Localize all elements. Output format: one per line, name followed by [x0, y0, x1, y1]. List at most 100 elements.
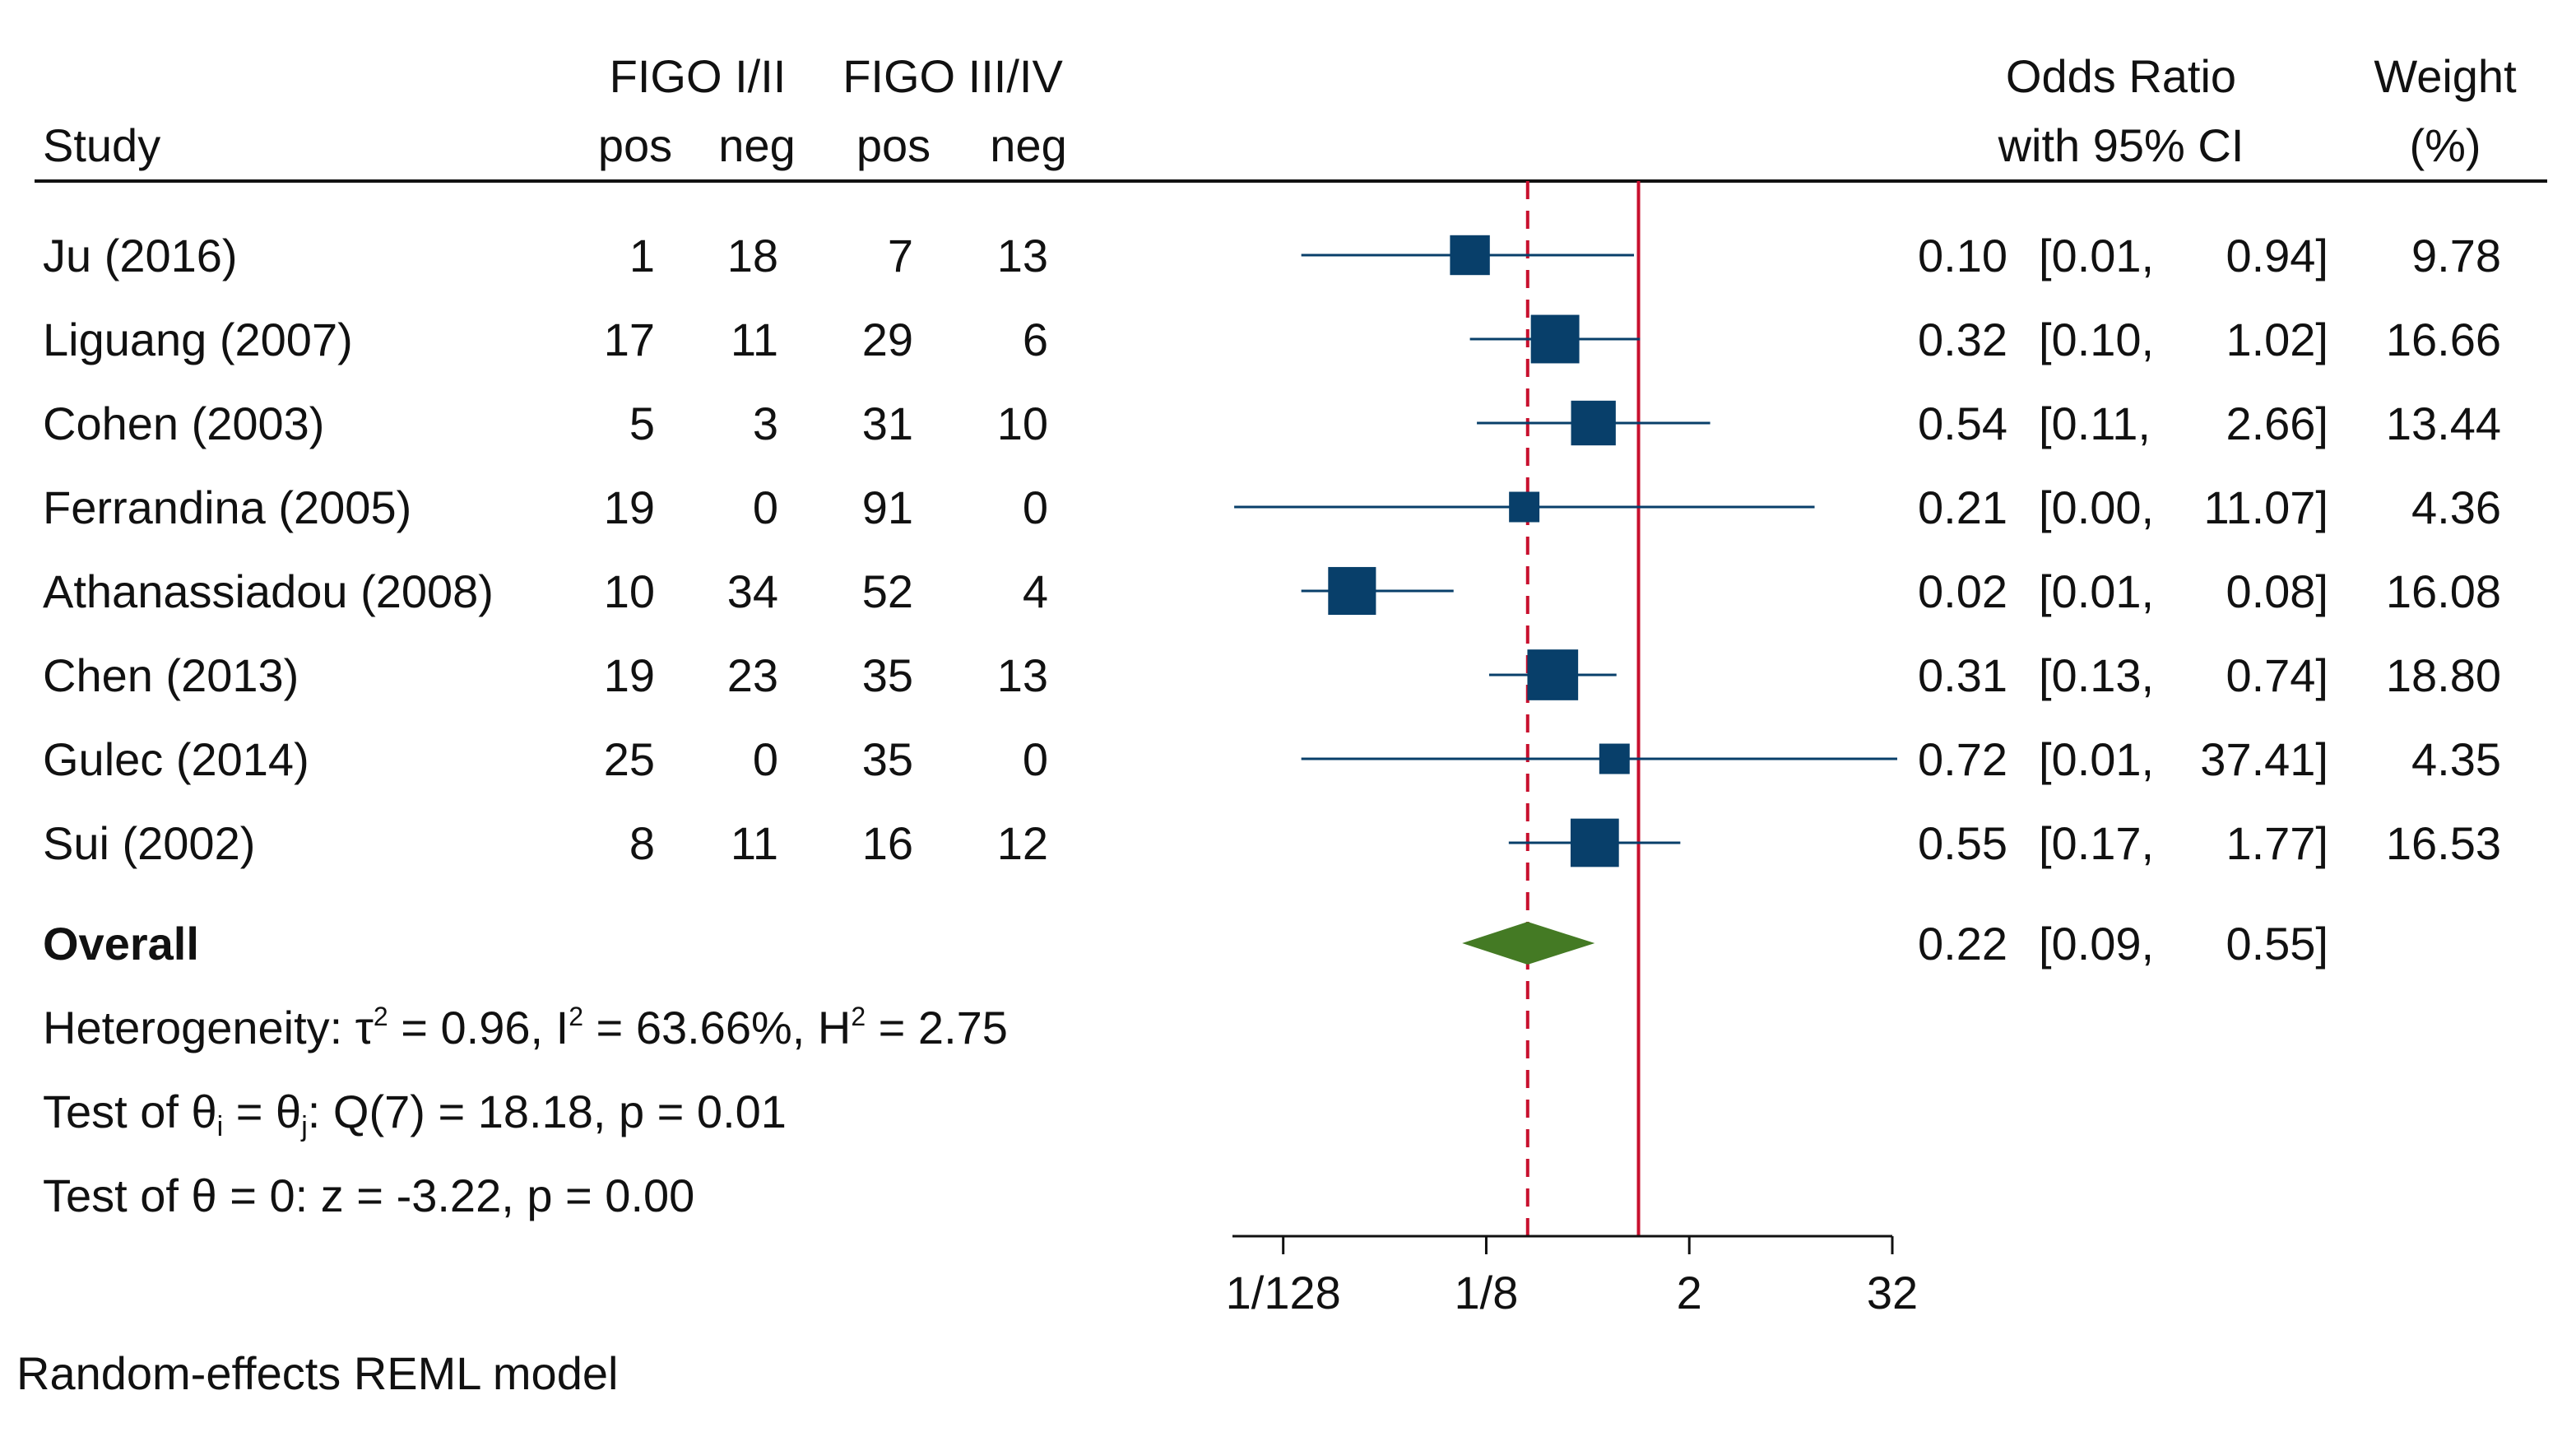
- study-weight: 9.78: [2411, 230, 2501, 281]
- x-tick-label: 32: [1867, 1267, 1918, 1318]
- or-marker: [1450, 235, 1490, 276]
- x-axis: 1/128 1/8 2 32: [1226, 1235, 1918, 1318]
- study-hi-text: 37.41]: [2200, 733, 2328, 785]
- study-name: Gulec (2014): [43, 733, 309, 785]
- study-g2-pos: 7: [888, 230, 913, 281]
- header-g2-pos: pos: [856, 119, 931, 171]
- study-g2-pos: 52: [862, 565, 913, 617]
- study-g2-pos: 31: [862, 398, 913, 449]
- study-g1-neg: 18: [727, 230, 778, 281]
- study-lo-text: [0.01,: [2039, 230, 2154, 281]
- study-g2-neg: 13: [997, 649, 1048, 701]
- study-lo-text: [0.01,: [2039, 565, 2154, 617]
- study-hi-text: 1.02]: [2226, 314, 2328, 365]
- study-g2-neg: 0: [1023, 481, 1048, 533]
- study-g2-neg: 12: [997, 817, 1048, 869]
- study-name: Cohen (2003): [43, 398, 324, 449]
- or-marker: [1599, 743, 1630, 774]
- study-g2-pos: 35: [862, 733, 913, 785]
- header-g2-neg: neg: [990, 119, 1066, 171]
- heterogeneity-text: Heterogeneity: τ2 = 0.96, I2 = 63.66%, H…: [43, 1002, 1008, 1053]
- overall-diamond: [1462, 922, 1595, 965]
- study-or-text: 0.54: [1918, 398, 2007, 449]
- header-weight-unit: (%): [2409, 119, 2481, 171]
- study-g1-pos: 8: [629, 817, 655, 869]
- study-g2-neg: 13: [997, 230, 1048, 281]
- study-lo-text: [0.11,: [2039, 398, 2151, 449]
- study-g2-neg: 10: [997, 398, 1048, 449]
- header-g1-neg: neg: [718, 119, 795, 171]
- study-g2-neg: 4: [1023, 565, 1048, 617]
- study-or-text: 0.02: [1918, 565, 2007, 617]
- study-g1-pos: 17: [604, 314, 655, 365]
- study-or-text: 0.32: [1918, 314, 2007, 365]
- study-weight: 16.53: [2386, 817, 2501, 869]
- x-tick-label: 1/128: [1226, 1267, 1341, 1318]
- study-weight: 4.35: [2411, 733, 2501, 785]
- or-marker: [1527, 649, 1579, 700]
- or-marker: [1509, 491, 1540, 523]
- study-g1-pos: 1: [629, 230, 655, 281]
- study-name: Ferrandina (2005): [43, 481, 411, 533]
- study-g1-pos: 25: [604, 733, 655, 785]
- test-q-text: Test of θi = θj: Q(7) = 18.18, p = 0.01: [43, 1086, 787, 1142]
- study-lo-text: [0.01,: [2039, 733, 2154, 785]
- study-lo-text: [0.13,: [2039, 649, 2154, 701]
- study-hi-text: 0.08]: [2226, 565, 2328, 617]
- study-g1-neg: 23: [727, 649, 778, 701]
- overall-label: Overall: [43, 918, 199, 970]
- footnote: Random-effects REML model: [16, 1347, 618, 1399]
- study-lo-text: [0.10,: [2039, 314, 2154, 365]
- or-marker: [1530, 314, 1580, 364]
- study-g1-neg: 11: [731, 314, 778, 365]
- study-g1-neg: 0: [753, 481, 778, 533]
- study-g2-pos: 16: [862, 817, 913, 869]
- study-hi-text: 2.66]: [2226, 398, 2328, 449]
- header-figo-1-2: FIGO I/II: [610, 50, 787, 102]
- study-or-text: 0.72: [1918, 733, 2007, 785]
- overall-ci-low: [0.09,: [2039, 918, 2154, 970]
- study-g2-pos: 91: [862, 481, 913, 533]
- study-name: Sui (2002): [43, 817, 255, 869]
- x-tick-label: 2: [1677, 1267, 1702, 1318]
- study-rows: Ju (2016) 1 18 7 13 0.10 [0.01, 0.94] 9.78Liguan…: [43, 230, 2501, 869]
- study-name: Liguang (2007): [43, 314, 353, 365]
- study-g1-neg: 3: [753, 398, 778, 449]
- study-or-text: 0.21: [1918, 481, 2007, 533]
- study-g1-neg: 11: [731, 817, 778, 869]
- or-marker: [1570, 818, 1619, 867]
- study-name: Athanassiadou (2008): [43, 565, 494, 617]
- header-weight: Weight: [2374, 50, 2517, 102]
- study-hi-text: 0.74]: [2226, 649, 2328, 701]
- x-tick-label: 1/8: [1455, 1267, 1519, 1318]
- study-g1-pos: 10: [604, 565, 655, 617]
- study-or-text: 0.31: [1918, 649, 2007, 701]
- study-lo-text: [0.00,: [2039, 481, 2154, 533]
- study-hi-text: 11.07]: [2203, 481, 2328, 533]
- header-ci: with 95% CI: [1998, 119, 2244, 171]
- study-lo-text: [0.17,: [2039, 817, 2154, 869]
- study-weight: 18.80: [2386, 649, 2501, 701]
- study-g1-neg: 0: [753, 733, 778, 785]
- study-or-text: 0.10: [1918, 230, 2007, 281]
- or-marker: [1571, 400, 1616, 446]
- study-hi-text: 0.94]: [2226, 230, 2328, 281]
- plot-marks: [1234, 181, 1897, 1236]
- study-g1-neg: 34: [727, 565, 778, 617]
- study-g2-pos: 35: [862, 649, 913, 701]
- study-g2-neg: 0: [1023, 733, 1048, 785]
- header-study: Study: [43, 119, 160, 171]
- study-g1-pos: 5: [629, 398, 655, 449]
- study-weight: 16.08: [2386, 565, 2501, 617]
- study-name: Ju (2016): [43, 230, 238, 281]
- header-g1-pos: pos: [598, 119, 672, 171]
- study-g1-pos: 19: [604, 481, 655, 533]
- overall-or: 0.22: [1918, 918, 2007, 970]
- test-z-text: Test of θ = 0: z = -3.22, p = 0.00: [43, 1170, 694, 1221]
- study-g1-pos: 19: [604, 649, 655, 701]
- overall-ci-high: 0.55]: [2226, 918, 2328, 970]
- study-g2-pos: 29: [862, 314, 913, 365]
- header-odds-ratio: Odds Ratio: [2006, 50, 2236, 102]
- study-weight: 13.44: [2386, 398, 2501, 449]
